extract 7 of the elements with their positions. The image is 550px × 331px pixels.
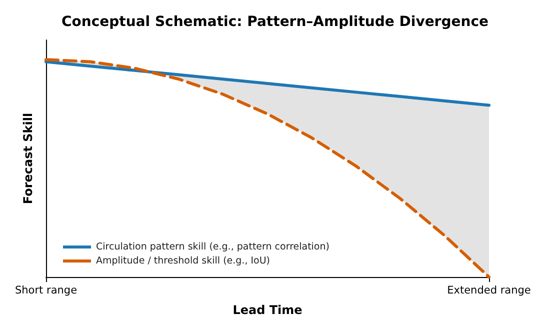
x-axis-title: Lead Time	[232, 303, 302, 317]
x-tick-label: Extended range	[447, 284, 531, 296]
x-tick-label: Short range	[14, 284, 78, 296]
chart-title: Conceptual Schematic: Pattern–Amplitude Divergence	[62, 14, 488, 30]
legend-label: Circulation pattern skill (e.g., pattern correlation)	[96, 242, 330, 252]
legend-label: Amplitude / threshold skill (e.g., IoU)	[96, 256, 270, 266]
y-axis-title: Forecast Skill	[21, 112, 35, 204]
